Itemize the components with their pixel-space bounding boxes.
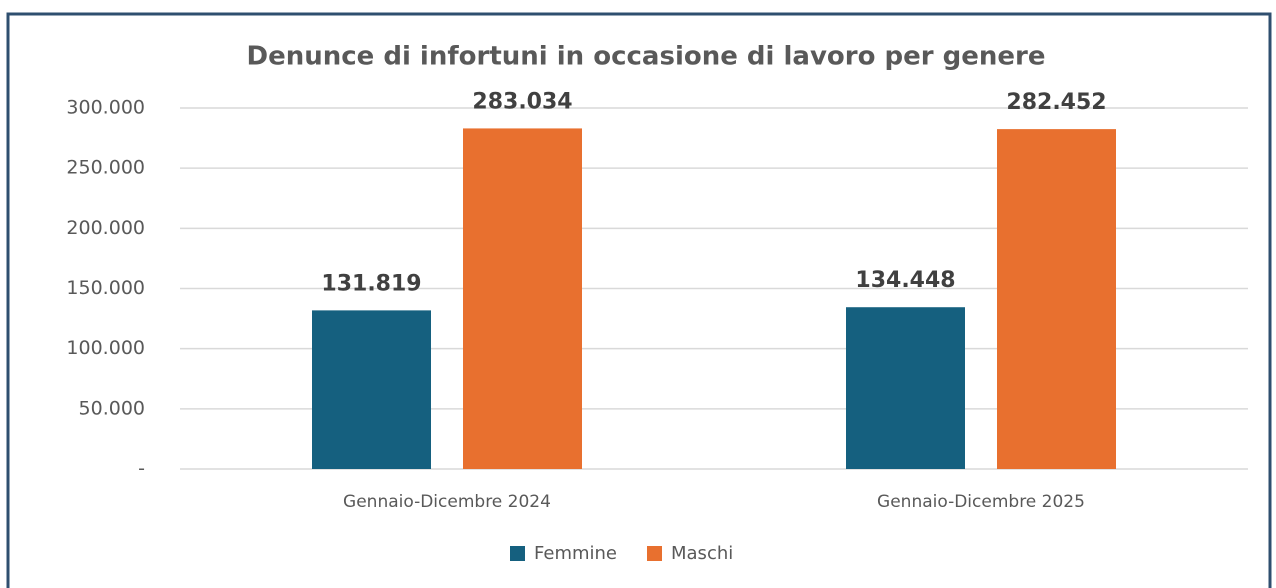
legend-swatch (647, 546, 662, 561)
y-tick-label: 200.000 (66, 217, 145, 239)
value-label: 282.452 (1006, 90, 1106, 115)
y-tick-label: 100.000 (66, 337, 145, 359)
value-label: 134.448 (855, 268, 955, 293)
x-tick-label: Gennaio-Dicembre 2025 (877, 492, 1085, 512)
y-tick-label: 150.000 (66, 277, 145, 299)
x-tick-label: Gennaio-Dicembre 2024 (343, 492, 551, 512)
chart-title: Denunce di infortuni in occasione di lav… (247, 42, 1046, 72)
legend-swatch (510, 546, 525, 561)
bar (997, 129, 1116, 469)
y-tick-label: 50.000 (79, 397, 145, 419)
y-tick-label: - (138, 458, 145, 480)
legend-label: Femmine (534, 543, 617, 564)
y-tick-label: 250.000 (66, 157, 145, 179)
value-label: 283.034 (472, 89, 572, 114)
bar (846, 307, 965, 469)
bar (312, 310, 431, 469)
y-tick-label: 300.000 (66, 97, 145, 119)
value-label: 131.819 (321, 271, 421, 296)
bar (463, 128, 582, 469)
legend-label: Maschi (671, 543, 733, 564)
